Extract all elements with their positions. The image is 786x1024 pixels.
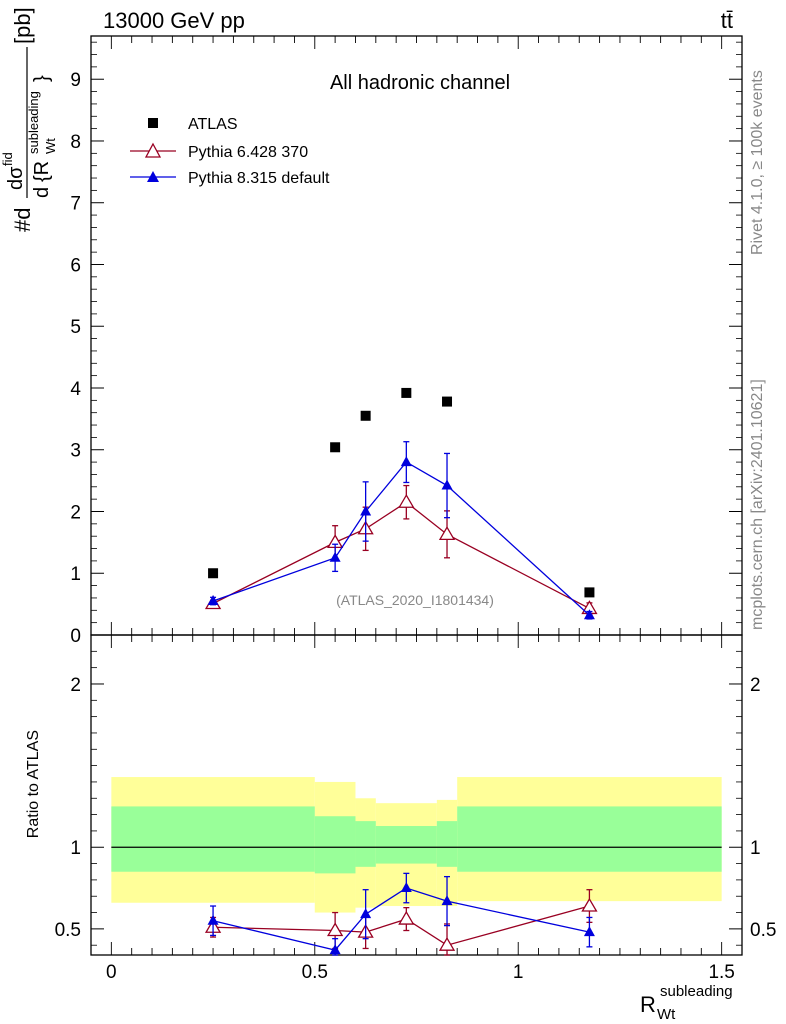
y-tick-label: 0 [70,626,81,647]
energy-label: 13000 GeV pp [103,8,245,33]
atlas-data-point [442,396,453,407]
chart-dynamic-layer: 0 1 2 3 4 5 6 7 8 9 0 0.5 1 1.5 0.5 0.5 1 1 2 2 [55,35,776,983]
legend-label-atlas: ATLAS [188,116,238,133]
ratio-y-tick-label: 1 [70,838,81,859]
ratio-bands [111,777,722,913]
ratio-pythia8-marker [400,882,412,893]
atlas-data-point [360,410,371,421]
pythia8-marker [583,609,595,620]
legend-label-pythia8: Pythia 8.315 default [188,170,330,187]
pythia8-line [212,461,590,616]
band-inner-segment [314,816,356,874]
xlabel-sub: Wt [657,1006,676,1023]
pythia8-marker [207,595,219,606]
ratio-pythia8-marker [583,926,595,937]
band-inner-segment [355,821,376,867]
atlas-data-point [330,442,341,453]
y-tick-label: 2 [70,502,81,523]
band-inner-segment [111,806,315,872]
ratio-pythia8-line [212,887,590,951]
ylabel-den-close: } [31,75,53,82]
pythia8-marker [329,551,341,562]
ratio-y-tick-label: 2 [70,675,81,696]
y-tick-label: 6 [70,255,81,276]
pythia8-marker [441,479,453,490]
pythia6-line [212,501,590,610]
ratio-pythia8-marker [207,914,219,925]
x-tick-label: 1 [513,962,524,983]
ratio-y-tick-label-right: 2 [750,675,761,696]
ylabel-num: dσ [5,166,27,190]
x-tick-label: 0.5 [302,962,328,983]
legend-marker-pythia8 [147,171,159,182]
legend-label-pythia6: Pythia 6.428 370 [188,144,308,161]
rivet-label: Rivet 4.1.0, ≥ 100k events [749,70,766,255]
ylabel-num-sup: fid [0,152,15,166]
band-inner-segment [457,806,722,872]
ratio-pythia8-marker [329,944,341,955]
ratio-y-tick-label-right: 1 [750,838,761,859]
pythia6-marker [438,526,456,540]
x-tick-label: 1.5 [708,962,734,983]
pythia6-marker [398,493,415,508]
y-tick-label: 1 [70,564,81,585]
ratio-pythia6-marker [398,910,415,925]
x-axis-label: R subleading Wt [640,983,733,1023]
legend-marker-pythia6 [144,142,162,158]
ylabel-den-brace: {R [31,161,53,182]
y-tick-label: 4 [70,379,81,400]
ratio-y-tick-label-right: 0.5 [750,920,776,941]
ylabel-num-prefix: #d [10,208,35,232]
atlas-data-point [208,568,219,579]
analysis-watermark: (ATLAS_2020_I1801434) [336,592,494,608]
band-inner-segment [436,821,458,867]
xlabel-sup: subleading [660,983,733,1000]
ylabel-den-sup: subleading [26,91,41,154]
ratio-pythia8-marker [441,895,453,906]
ratio-y-axis-label: Ratio to ATLAS [25,730,42,838]
ylabel-den-sub: Wt [43,138,58,154]
legend: ATLAS Pythia 6.428 370 Pythia 8.315 defa… [130,116,330,187]
mcplots-label: mcplots.cern.ch [arXiv:2401.10621] [749,379,766,630]
pythia8-marker [400,456,412,467]
legend-marker-atlas [148,118,158,128]
ratio-pythia6-marker [438,936,456,951]
ylabel-den-prefix: d [31,187,53,198]
y-tick-label: 7 [70,194,81,215]
ratio-y-tick-label: 0.5 [55,920,81,941]
band-inner-segment [375,826,437,864]
pythia8-marker [360,505,372,516]
ratio-pythia6-line [213,905,590,946]
x-tick-label: 0 [106,962,117,983]
y-tick-label: 3 [70,441,81,462]
chart-title: All hadronic channel [330,72,510,94]
y-tick-label: 8 [70,132,81,153]
y-tick-label: 9 [70,70,81,91]
ratio-pythia6-marker [326,922,344,937]
ratio-pythia8-marker [360,908,372,919]
atlas-data-point [584,587,595,598]
xlabel-main: R [640,992,656,1017]
main-y-axis-label: #d dσ fid d {R Wt subleading } [pb] [0,7,58,232]
ylabel-unit: [pb] [10,7,35,44]
process-label: tt̄ [721,8,733,33]
y-tick-label: 5 [70,317,81,338]
atlas-data-point [401,387,412,398]
ratio-pythia6-marker [581,897,598,912]
